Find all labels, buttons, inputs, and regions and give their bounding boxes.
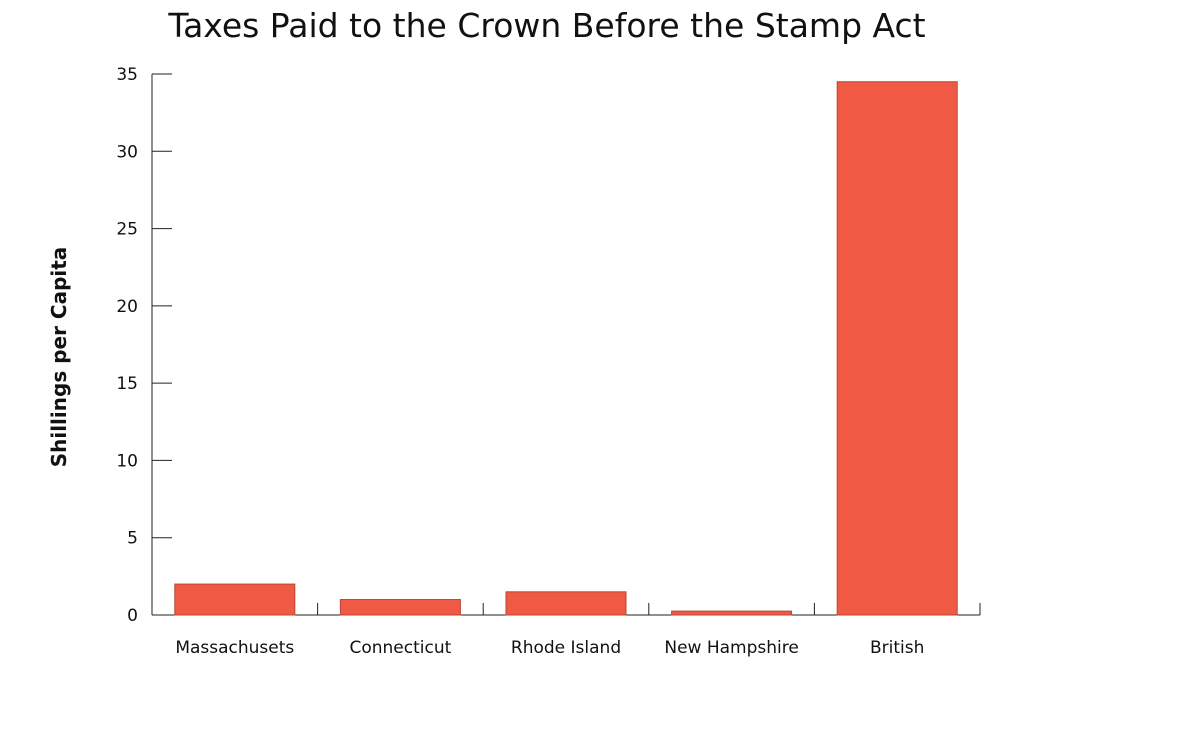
bar-rhode-island <box>505 591 627 616</box>
x-tick-label: Massachusets <box>175 638 294 658</box>
y-tick-label: 25 <box>116 220 138 240</box>
bar-new-hampshire <box>671 610 793 616</box>
x-tick-label: Connecticut <box>349 638 451 658</box>
bars <box>174 81 958 616</box>
y-axis-label: Shillings per Capita <box>47 247 71 468</box>
x-tick-label: New Hampshire <box>664 638 798 658</box>
bar-massachusets <box>174 583 296 616</box>
y-tick-label: 20 <box>116 297 138 317</box>
y-tick-label: 0 <box>127 606 138 626</box>
y-tick-label: 35 <box>116 65 138 85</box>
y-tick-label: 15 <box>116 374 138 394</box>
x-tick-label: Rhode Island <box>511 638 621 658</box>
y-tick-label: 10 <box>116 451 138 471</box>
bar-british <box>836 81 958 616</box>
y-tick-label: 5 <box>127 529 138 549</box>
bar-connecticut <box>339 599 461 616</box>
y-tick-labels: 0 5 10 15 20 25 30 35 <box>116 65 138 626</box>
x-tick-label: British <box>870 638 924 658</box>
chart-title: Taxes Paid to the Crown Before the Stamp… <box>167 6 925 45</box>
y-tick-label: 30 <box>116 142 138 162</box>
x-tick-labels: Massachusets Connecticut Rhode Island New H… <box>175 638 924 658</box>
